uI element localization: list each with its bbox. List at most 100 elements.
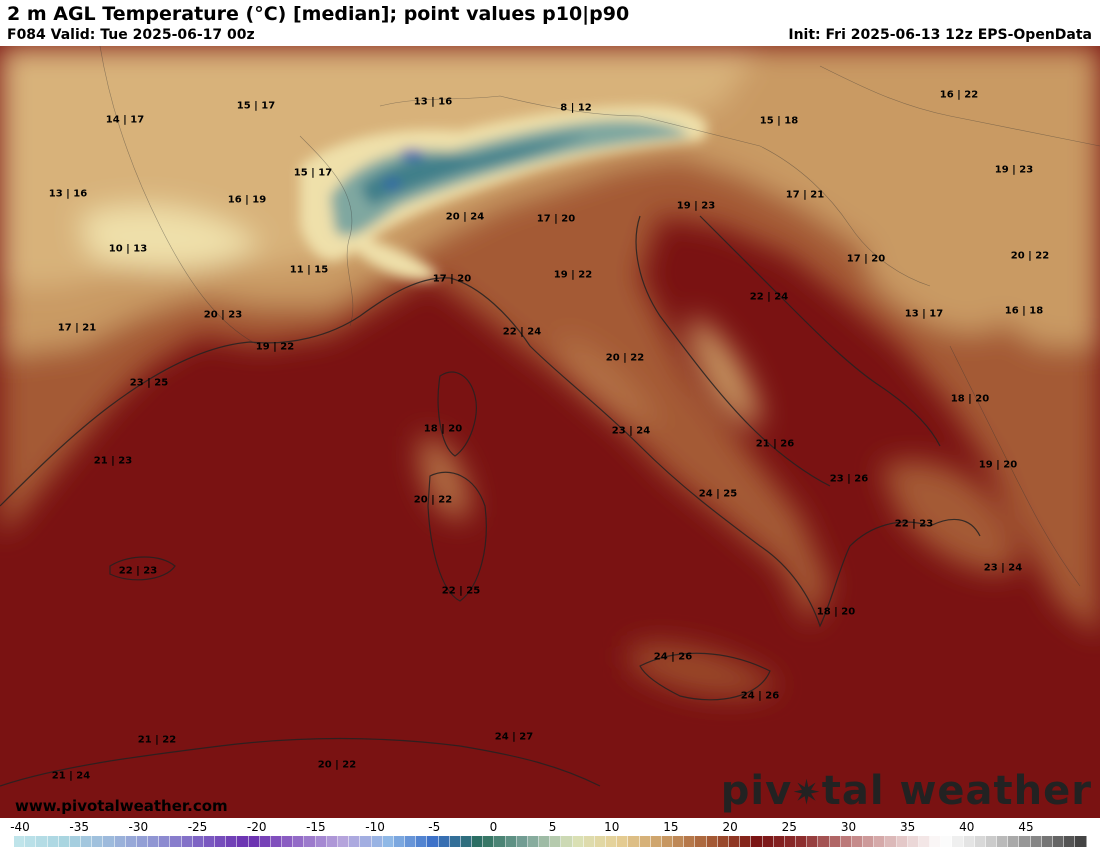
legend-color-cell <box>617 836 629 847</box>
point-value: 20 | 22 <box>605 352 645 364</box>
legend-color-cell <box>650 836 662 847</box>
point-value: 16 | 18 <box>1004 305 1044 317</box>
point-value: 24 | 25 <box>698 488 738 500</box>
point-value: 17 | 20 <box>536 213 576 225</box>
legend-tick: 35 <box>900 820 916 834</box>
website-label[interactable]: www.pivotalweather.com <box>15 797 228 815</box>
point-value: 23 | 24 <box>983 562 1023 574</box>
legend-color-cell <box>181 836 193 847</box>
legend-color-cell <box>25 836 37 847</box>
map-title: 2 m AGL Temperature (°C) [median]; point… <box>7 3 630 25</box>
point-value: 20 | 22 <box>413 494 453 506</box>
legend-color-cell <box>293 836 305 847</box>
legend-color-cell <box>81 836 93 847</box>
legend-color-cell <box>382 836 394 847</box>
legend-color-cell <box>1052 836 1065 847</box>
borders <box>99 46 1100 587</box>
brand-text-right: tal weather <box>821 768 1092 814</box>
legend-color-cell <box>1064 836 1076 847</box>
point-value: 22 | 25 <box>441 585 481 597</box>
temperature-map[interactable]: 14 | 17 15 | 17 13 | 16 8 | 12 15 | 18 16 | 2… <box>0 46 1100 818</box>
legend-color-cell <box>561 836 573 847</box>
point-value: 19 | 22 <box>553 269 593 281</box>
legend-color-cell <box>326 836 338 847</box>
legend-color-cell <box>762 836 774 847</box>
legend-color-cell <box>1008 836 1020 847</box>
legend-color-cell <box>851 836 864 847</box>
legend-color-cell <box>773 836 785 847</box>
legend-color-cell <box>583 836 595 847</box>
legend-color-cell <box>483 836 495 847</box>
legend-color-cell <box>248 836 260 847</box>
point-value: 17 | 21 <box>57 322 97 334</box>
coastlines <box>0 215 981 787</box>
point-value: 17 | 21 <box>785 189 825 201</box>
point-value: 11 | 15 <box>289 264 329 276</box>
point-value: 21 | 26 <box>755 438 795 450</box>
legend-color-cell <box>405 836 417 847</box>
legend-color-cell <box>226 836 238 847</box>
legend-color-cell <box>985 836 998 847</box>
legend-color-cell <box>539 836 551 847</box>
legend-color-cell <box>92 836 104 847</box>
legend-color-cell <box>505 836 517 847</box>
point-value: 22 | 23 <box>894 518 934 530</box>
legend-color-cell <box>606 836 618 847</box>
init-time: Init: Fri 2025-06-13 12z EPS-OpenData <box>788 27 1092 43</box>
alps-field <box>300 106 708 280</box>
point-value: 21 | 24 <box>51 770 91 782</box>
point-value: 18 | 20 <box>950 393 990 405</box>
legend-color-cell <box>47 836 59 847</box>
legend-tick: 30 <box>840 820 857 834</box>
legend-color-cell <box>1019 836 1031 847</box>
point-value: 23 | 24 <box>611 425 651 437</box>
legend-color-cell <box>907 836 919 847</box>
legend-tick: -20 <box>246 820 267 834</box>
legend-color-cell <box>125 836 137 847</box>
legend-tick: -10 <box>365 820 385 834</box>
legend-color-cell <box>661 836 674 847</box>
legend-color-cell <box>494 836 506 847</box>
legend-tick: -25 <box>187 820 208 834</box>
legend-color-cell <box>215 836 227 847</box>
legend-color-cell <box>673 836 685 847</box>
legend-color-cell <box>550 836 562 847</box>
point-value: 13 | 17 <box>904 308 944 320</box>
point-value: 20 | 23 <box>203 309 243 321</box>
point-value: 10 | 13 <box>108 243 148 255</box>
point-value: 16 | 22 <box>939 89 979 101</box>
legend-color-cell <box>192 836 204 847</box>
legend-tick: 40 <box>959 820 975 834</box>
legend-color-cell <box>203 836 216 847</box>
legend-color-cell <box>516 836 528 847</box>
legend-color-cell <box>438 836 450 847</box>
legend-color-cell <box>639 836 651 847</box>
brand-logo: piv✷tal weather <box>721 768 1092 814</box>
legend-color-cell <box>840 836 852 847</box>
legend-color-cell <box>460 836 473 847</box>
point-value: 15 | 17 <box>293 167 333 179</box>
point-value: 18 | 20 <box>816 606 856 618</box>
legend-color-cell <box>818 836 830 847</box>
legend-color-cell <box>863 836 875 847</box>
legend-tick: 45 <box>1018 820 1034 834</box>
gear-icon: ✷ <box>792 773 822 813</box>
legend-tick: 25 <box>781 820 797 834</box>
legend-color-cell <box>594 836 607 847</box>
legend-color-cell <box>1041 836 1053 847</box>
legend-color-cell <box>170 836 182 847</box>
point-value: 21 | 23 <box>93 455 133 467</box>
legend-color-cell <box>69 836 82 847</box>
legend-color-cell <box>896 836 908 847</box>
legend-color-cell <box>349 836 361 847</box>
legend-color-cell <box>472 836 484 847</box>
legend-color-cell <box>684 836 696 847</box>
point-value: 15 | 18 <box>759 115 799 127</box>
legend-color-cell <box>1030 836 1042 847</box>
legend-tick: 20 <box>722 820 738 834</box>
point-value: 20 | 22 <box>317 759 357 771</box>
legend-color-cell <box>259 836 271 847</box>
legend-tick: -5 <box>428 820 441 834</box>
legend-color-cell <box>796 836 808 847</box>
legend-color-cell <box>751 836 763 847</box>
